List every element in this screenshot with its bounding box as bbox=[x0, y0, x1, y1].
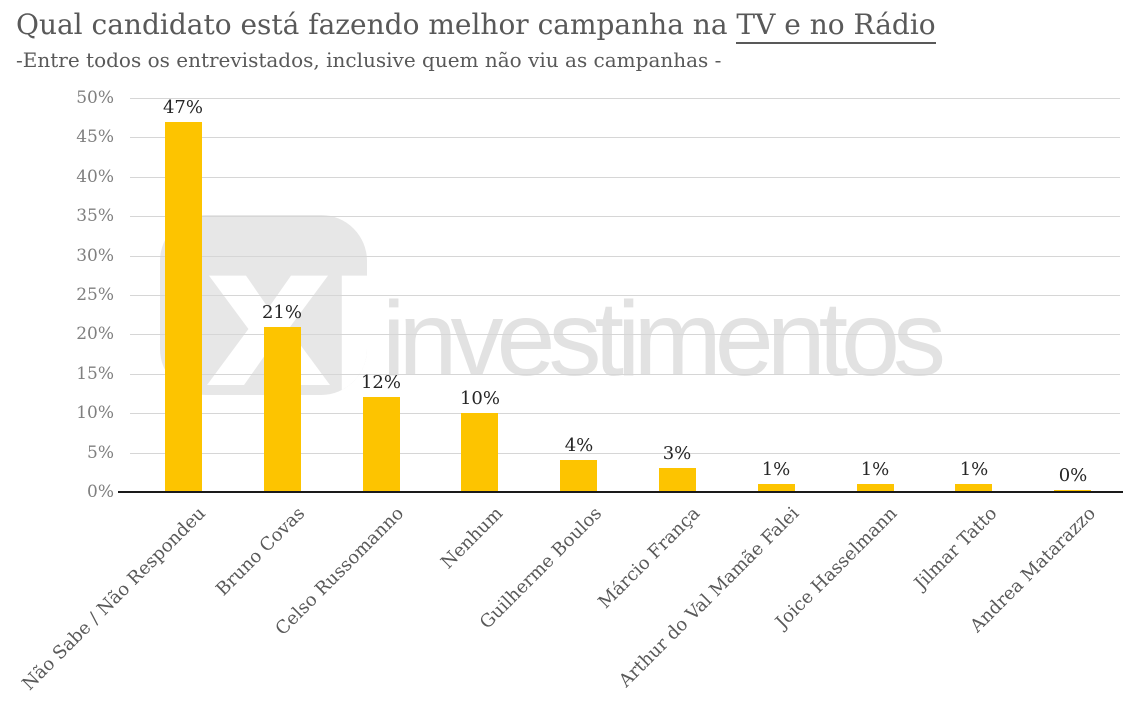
page-title: Qual candidato está fazendo melhor campa… bbox=[16, 7, 936, 44]
y-tick-label: 45% bbox=[76, 127, 114, 147]
x-axis-line bbox=[118, 491, 1123, 493]
page-subtitle: -Entre todos os entrevistados, inclusive… bbox=[16, 48, 722, 72]
y-tick-label: 35% bbox=[76, 206, 114, 226]
page-title-underlined-text: TV e no Rádio bbox=[736, 8, 936, 44]
bar bbox=[165, 122, 202, 492]
y-tick-label: 30% bbox=[76, 246, 114, 266]
gridline bbox=[130, 256, 1120, 257]
bar bbox=[857, 484, 894, 492]
bar-value-label: 12% bbox=[360, 372, 401, 393]
gridline bbox=[130, 374, 1120, 375]
watermark-brand-text: investimentos bbox=[382, 280, 946, 398]
x-category-label: Arthur do Val Mamãe Falei bbox=[614, 503, 803, 692]
y-tick-label: 50% bbox=[76, 88, 114, 108]
bar-value-label: 21% bbox=[261, 302, 302, 323]
gridline bbox=[130, 216, 1120, 217]
gridline bbox=[130, 295, 1120, 296]
bar-value-label: 1% bbox=[860, 459, 890, 480]
bar bbox=[264, 327, 301, 492]
bar bbox=[659, 468, 696, 492]
y-tick-label: 40% bbox=[76, 167, 114, 187]
gridline bbox=[130, 453, 1120, 454]
bar-value-label: 1% bbox=[959, 459, 989, 480]
y-tick-label: 25% bbox=[76, 285, 114, 305]
bar bbox=[461, 413, 498, 492]
gridline bbox=[130, 137, 1120, 138]
gridline bbox=[130, 334, 1120, 335]
x-category-label: Márcio França bbox=[593, 503, 704, 613]
bar bbox=[758, 484, 795, 492]
bar-value-label: 1% bbox=[761, 459, 791, 480]
gridline bbox=[130, 98, 1120, 99]
bar-value-label: 47% bbox=[162, 97, 203, 118]
x-category-label: Bruno Covas bbox=[211, 503, 309, 601]
y-tick-label: 15% bbox=[76, 364, 114, 384]
bar-value-label: 4% bbox=[564, 435, 594, 456]
x-category-label: Nenhum bbox=[436, 503, 507, 574]
y-tick-label: 10% bbox=[76, 403, 114, 423]
x-category-label: Jilmar Tatto bbox=[909, 503, 1001, 594]
y-tick-label: 0% bbox=[87, 482, 114, 502]
y-tick-label: 5% bbox=[87, 443, 114, 463]
bar bbox=[363, 397, 400, 492]
bar-value-label: 0% bbox=[1058, 465, 1088, 486]
gridline bbox=[130, 413, 1120, 414]
bar-value-label: 3% bbox=[662, 443, 692, 464]
page-title-text: Qual candidato está fazendo melhor campa… bbox=[16, 8, 737, 41]
bar bbox=[955, 484, 992, 492]
y-tick-label: 20% bbox=[76, 324, 114, 344]
bar bbox=[560, 460, 597, 492]
bar-value-label: 10% bbox=[459, 388, 500, 409]
x-category-label: Não Sabe / Não Respondeu bbox=[18, 503, 210, 695]
gridline bbox=[130, 177, 1120, 178]
